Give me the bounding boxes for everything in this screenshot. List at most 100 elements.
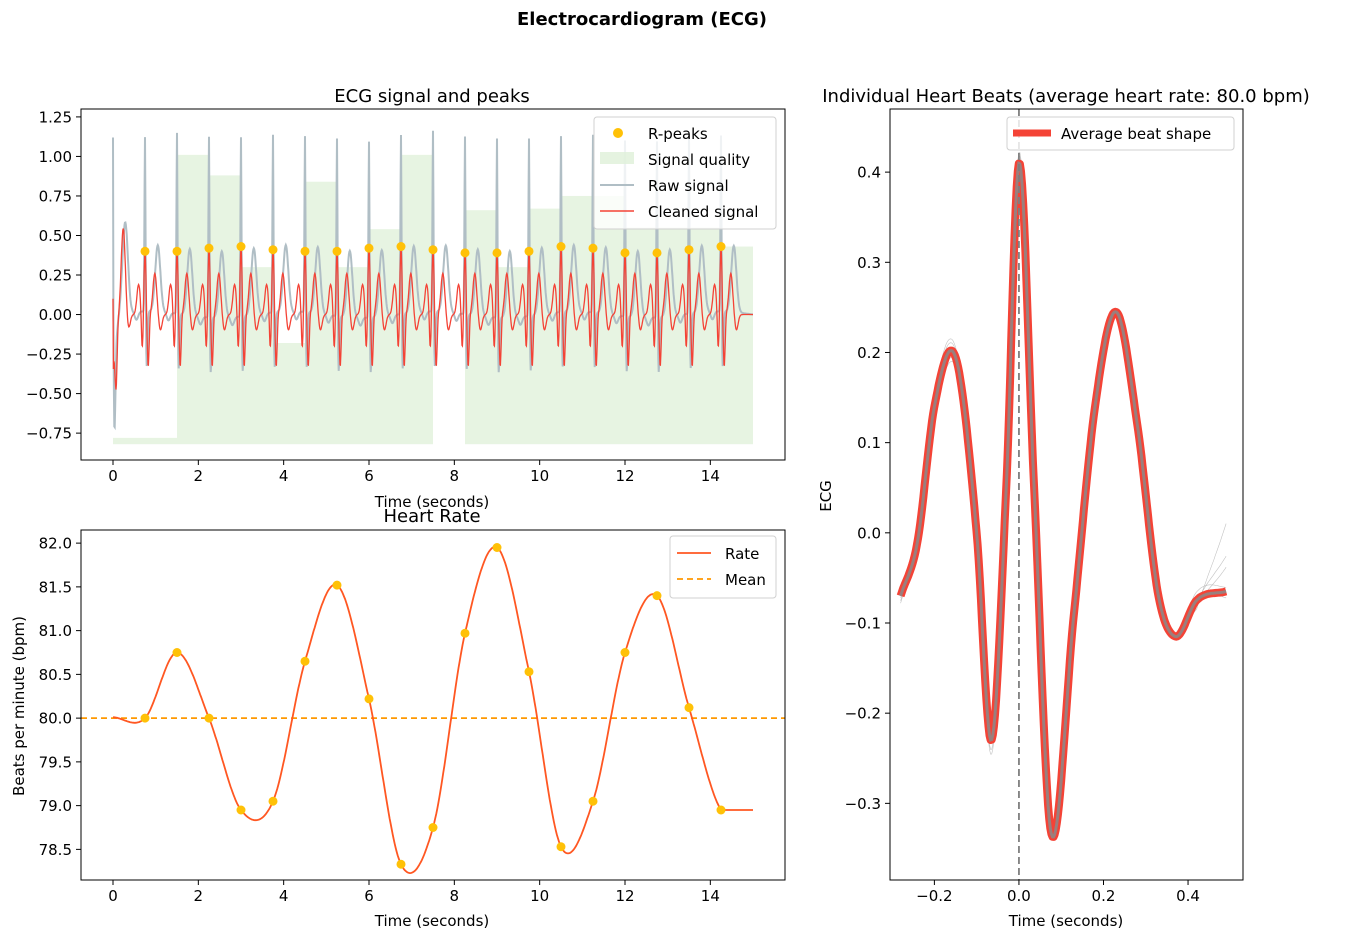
ecg-legend-box	[593, 116, 777, 230]
rate-frame	[80, 529, 786, 881]
rate-y-tick-label: 79.0	[39, 797, 72, 815]
rate-point-marker	[716, 805, 726, 815]
r-peak-marker	[716, 242, 726, 252]
rate-x-tick-label: 6	[364, 887, 374, 905]
rate-y-tick-label: 78.5	[39, 841, 72, 859]
ecg-y-tick-label: 0.00	[39, 306, 72, 324]
ecg-y-tick-label: 1.00	[39, 148, 72, 166]
r-peak-marker	[524, 246, 534, 256]
beats-y-tick-label: 0.0	[857, 524, 881, 542]
rate-x-tick-label: 10	[530, 887, 549, 905]
rate-legend-box	[669, 535, 777, 599]
rate-x-tick-label: 0	[108, 887, 118, 905]
rate-point-marker	[172, 648, 182, 657]
legend-raw-label: Raw signal	[648, 177, 729, 195]
r-peak-marker	[556, 242, 566, 252]
ecg-frame	[80, 108, 786, 461]
ecg-panel-title: ECG signal and peaks	[334, 86, 530, 107]
ecg-x-tick-label: 0	[108, 467, 118, 485]
beats-y-tick-label: 0.4	[857, 164, 881, 182]
beats-y-tick-label: 0.1	[857, 434, 881, 452]
r-peak-marker	[172, 246, 182, 256]
rate-y-tick-label: 82.0	[39, 535, 72, 553]
legend-rate-label: Rate	[725, 545, 759, 563]
ecg-x-tick-label: 4	[279, 467, 289, 485]
rate-point-marker	[204, 713, 214, 723]
r-peak-marker	[140, 246, 150, 256]
rate-point-marker	[364, 694, 374, 704]
legend-rpeaks-marker	[613, 128, 623, 138]
rate-point-marker	[396, 859, 406, 869]
rate-x-tick-label: 12	[615, 887, 634, 905]
ecg-y-tick-label: −0.25	[26, 346, 72, 364]
ecg-y-tick-label: −0.50	[26, 385, 72, 403]
r-peak-marker	[364, 243, 374, 253]
beats-x-tick-label: −0.2	[916, 887, 952, 905]
rate-point-marker	[620, 648, 630, 657]
beats-y-axis-label: ECG	[817, 480, 835, 512]
beats-x-axis-label: Time (seconds)	[1008, 912, 1124, 930]
signal-quality-segment	[113, 437, 177, 445]
rate-point-marker	[524, 667, 534, 677]
legend-cleaned-label: Cleaned signal	[648, 203, 758, 221]
ecg-y-tick-label: 0.75	[39, 187, 72, 205]
beats-x-tick-label: 0.0	[1007, 887, 1031, 905]
legend-average-beat-label: Average beat shape	[1061, 125, 1211, 143]
rate-y-tick-label: 80.5	[39, 666, 72, 684]
rate-point-marker	[300, 656, 310, 666]
ecg-y-tick-label: −0.75	[26, 425, 72, 443]
r-peak-marker	[396, 242, 406, 252]
ecg-x-tick-label: 8	[450, 467, 460, 485]
rate-point-marker	[236, 805, 246, 815]
r-peak-marker	[428, 245, 438, 255]
rate-y-tick-label: 81.0	[39, 622, 72, 640]
ecg-y-tick-label: 0.25	[39, 267, 72, 285]
r-peak-marker	[460, 248, 470, 258]
ecg-y-tick-label: 1.25	[39, 108, 72, 126]
ecg-x-tick-label: 2	[194, 467, 204, 485]
rate-x-axis-label: Time (seconds)	[374, 912, 490, 930]
r-peak-marker	[588, 243, 598, 253]
rate-point-marker	[652, 591, 662, 601]
r-peak-marker	[620, 248, 630, 258]
rate-panel-title: Heart Rate	[383, 506, 480, 527]
beats-y-tick-label: −0.3	[845, 795, 881, 813]
rate-point-marker	[268, 796, 278, 806]
rate-point-marker	[428, 823, 438, 832]
rate-y-tick-label: 79.5	[39, 753, 72, 771]
rate-x-tick-label: 4	[279, 887, 289, 905]
ecg-y-tick-label: 0.50	[39, 227, 72, 245]
ecg-plot-area: 0 2 4 6 8 10 12 14 −0.75 −0.50 −0.25 0.00 0.25 0.50 0.…	[26, 108, 786, 485]
rate-plot-area: 0 2 4 6 8 10 12 14 78.5 79.0 79.5 80.0 80.5 81.0 81.5 8…	[39, 529, 786, 905]
ecg-x-tick-label: 14	[701, 467, 720, 485]
beats-y-tick-label: −0.2	[845, 705, 881, 723]
beats-y-tick-label: −0.1	[845, 615, 881, 633]
beats-x-tick-label: 0.4	[1176, 887, 1200, 905]
signal-quality-segment	[625, 227, 657, 445]
rate-y-tick-label: 81.5	[39, 578, 72, 596]
beats-legend: Average beat shape	[1006, 116, 1235, 151]
rate-point-marker	[332, 580, 342, 590]
r-peak-marker	[236, 242, 246, 252]
r-peak-marker	[652, 248, 662, 258]
legend-quality-patch	[600, 152, 634, 164]
r-peak-marker	[684, 245, 694, 255]
ecg-legend: R-peaks Signal quality Raw signal Cleane…	[593, 116, 777, 230]
legend-rpeaks-label: R-peaks	[648, 125, 708, 143]
r-peak-marker	[268, 245, 278, 255]
beats-plot-area: −0.2 0.0 0.2 0.4 −0.3 −0.2 −0.1 0.0 0.1 0.2 0.3 0.4	[845, 108, 1244, 905]
rate-x-tick-label: 8	[450, 887, 460, 905]
r-peak-marker	[332, 246, 342, 256]
beats-panel-title: Individual Heart Beats (average heart ra…	[822, 86, 1310, 107]
r-peak-marker	[300, 246, 310, 256]
rate-line	[113, 545, 753, 875]
rate-point-marker	[140, 713, 150, 723]
ecg-panel: ECG signal and peaks 0 2 4 6 8 10 12 14 −0.75 −0.…	[26, 86, 786, 511]
ecg-x-tick-label: 12	[615, 467, 634, 485]
r-peak-marker	[204, 243, 214, 253]
raw-signal-line	[112, 130, 753, 431]
ecg-x-axis-label: Time (seconds)	[374, 493, 490, 511]
rate-point-marker	[556, 842, 566, 852]
legend-quality-label: Signal quality	[648, 151, 750, 169]
rate-panel: Heart Rate 0 2 4 6 8 10 12 14 78.5 79.0 79.5 80.0 80…	[10, 506, 786, 930]
